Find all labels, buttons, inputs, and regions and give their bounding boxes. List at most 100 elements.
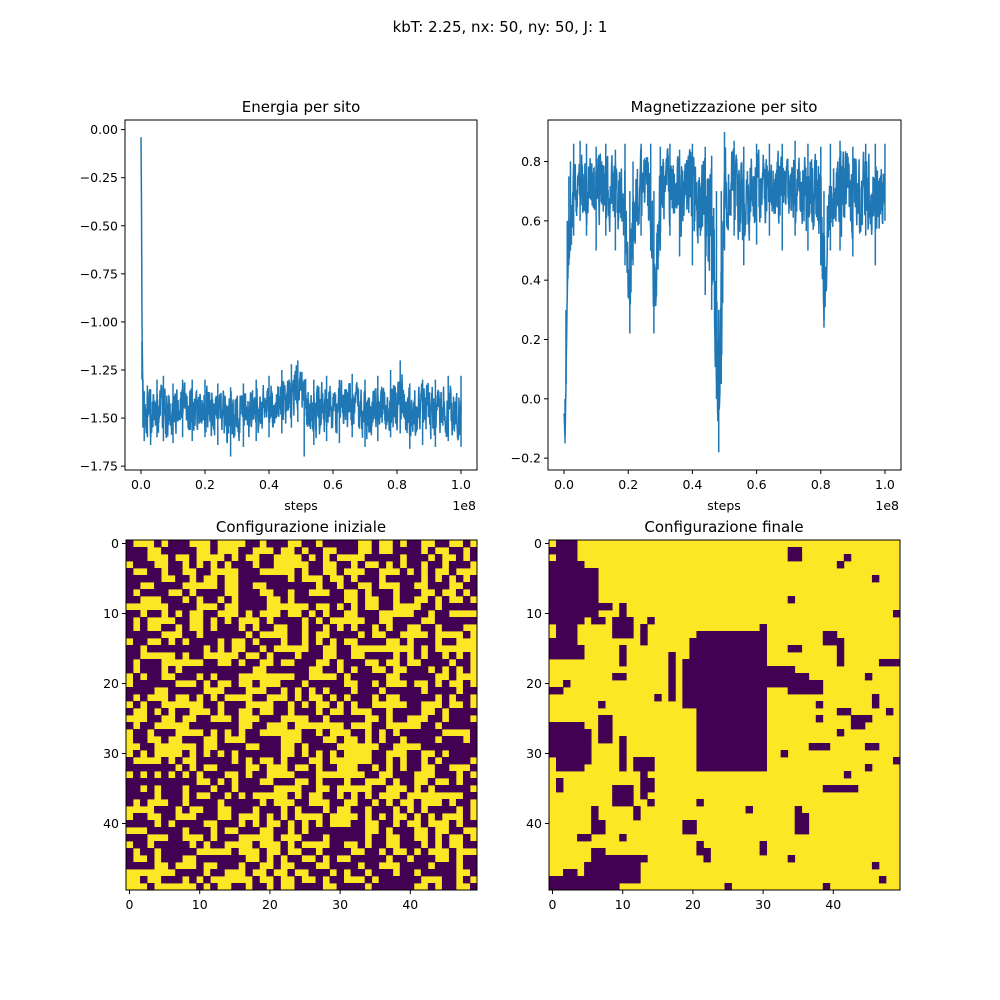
spin-down-cell (689, 701, 697, 709)
spin-down-cell (336, 841, 345, 849)
spin-down-cell (724, 764, 732, 772)
spin-down-cell (308, 680, 316, 688)
spin-down-cell (626, 792, 634, 800)
spin-down-cell (364, 694, 373, 702)
spin-down-cell (462, 701, 471, 709)
spin-down-cell (259, 820, 267, 828)
spin-down-cell (126, 624, 134, 632)
spin-down-cell (385, 869, 394, 877)
spin-down-cell (329, 680, 337, 688)
spin-down-cell (570, 876, 578, 884)
spin-down-cell (563, 743, 571, 751)
spin-down-cell (612, 869, 620, 877)
spin-down-cell (329, 848, 337, 856)
spin-down-cell (343, 715, 352, 723)
spin-down-cell (605, 869, 613, 877)
spin-down-cell (808, 680, 817, 688)
spin-down-cell (731, 743, 739, 751)
spin-down-cell (371, 568, 380, 576)
spin-down-cell (717, 687, 725, 695)
spin-down-cell (399, 778, 408, 786)
spin-down-cell (140, 631, 148, 639)
spin-down-cell (252, 771, 260, 779)
spin-down-cell (287, 778, 295, 786)
spin-down-cell (759, 701, 768, 709)
spin-down-cell (689, 694, 697, 702)
spin-down-cell (462, 666, 471, 674)
spin-down-cell (343, 666, 352, 674)
spin-down-cell (322, 743, 330, 751)
spin-down-cell (182, 820, 190, 828)
spin-down-cell (231, 820, 239, 828)
spin-down-cell (357, 715, 366, 723)
spin-down-cell (759, 687, 768, 695)
spin-down-cell (147, 708, 155, 716)
spin-down-cell (343, 701, 352, 709)
spin-down-cell (175, 673, 183, 681)
spin-down-cell (563, 764, 571, 772)
spin-down-cell (315, 827, 323, 835)
spin-down-cell (549, 561, 557, 569)
spin-down-cell (612, 631, 620, 639)
energy-xlabel: steps (284, 498, 318, 513)
spin-down-cell (308, 617, 316, 625)
spin-down-cell (126, 848, 134, 856)
spin-down-cell (703, 673, 711, 681)
spin-down-cell (703, 757, 711, 765)
spin-down-cell (710, 715, 718, 723)
spin-down-cell (556, 736, 564, 744)
spin-down-cell (462, 603, 471, 611)
spin-down-cell (147, 589, 155, 597)
spin-down-cell (217, 869, 225, 877)
spin-down-cell (126, 694, 134, 702)
spin-down-cell (266, 624, 274, 632)
spin-down-cell (441, 841, 450, 849)
spin-down-cell (724, 659, 732, 667)
spin-down-cell (357, 869, 366, 877)
spin-down-cell (210, 540, 218, 548)
spin-down-cell (182, 764, 190, 772)
series-line (140, 137, 462, 444)
spin-down-cell (336, 680, 345, 688)
spin-down-cell (413, 729, 422, 737)
spin-down-cell (203, 659, 211, 667)
spin-down-cell (294, 568, 302, 576)
spin-down-cell (308, 764, 316, 772)
spin-down-cell (563, 589, 571, 597)
spin-down-cell (140, 834, 148, 842)
spin-down-cell (717, 645, 725, 653)
spin-down-cell (598, 862, 606, 870)
spin-down-cell (329, 862, 337, 870)
spin-down-cell (329, 834, 337, 842)
spin-down-cell (371, 757, 380, 765)
spin-down-cell (836, 729, 845, 737)
spin-down-cell (703, 694, 711, 702)
spin-down-cell (273, 715, 281, 723)
spin-down-cell (385, 729, 394, 737)
spin-down-cell (168, 862, 176, 870)
spin-down-cell (710, 750, 718, 758)
spin-down-cell (189, 547, 197, 555)
spin-down-cell (605, 729, 613, 737)
spin-down-cell (378, 603, 387, 611)
spin-down-cell (549, 722, 557, 730)
spin-down-cell (605, 855, 613, 863)
spin-down-cell (217, 743, 225, 751)
spin-down-cell (252, 729, 260, 737)
spin-down-cell (633, 855, 641, 863)
spin-down-cell (710, 652, 718, 660)
spin-down-cell (406, 687, 415, 695)
spin-down-cell (738, 701, 746, 709)
spin-down-cell (434, 589, 443, 597)
spin-down-cell (371, 771, 380, 779)
spin-down-cell (399, 652, 408, 660)
spin-down-cell (378, 820, 387, 828)
spin-down-cell (210, 638, 218, 646)
spin-down-cell (189, 799, 197, 807)
spin-down-cell (231, 862, 239, 870)
spin-down-cell (469, 855, 478, 863)
spin-down-cell (329, 596, 337, 604)
spin-down-cell (822, 638, 831, 646)
spin-down-cell (182, 666, 190, 674)
spin-down-cell (126, 820, 134, 828)
